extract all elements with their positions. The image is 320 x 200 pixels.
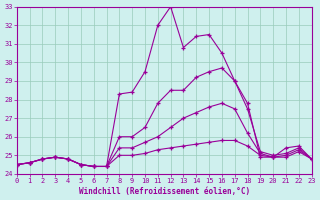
X-axis label: Windchill (Refroidissement éolien,°C): Windchill (Refroidissement éolien,°C)	[79, 187, 250, 196]
